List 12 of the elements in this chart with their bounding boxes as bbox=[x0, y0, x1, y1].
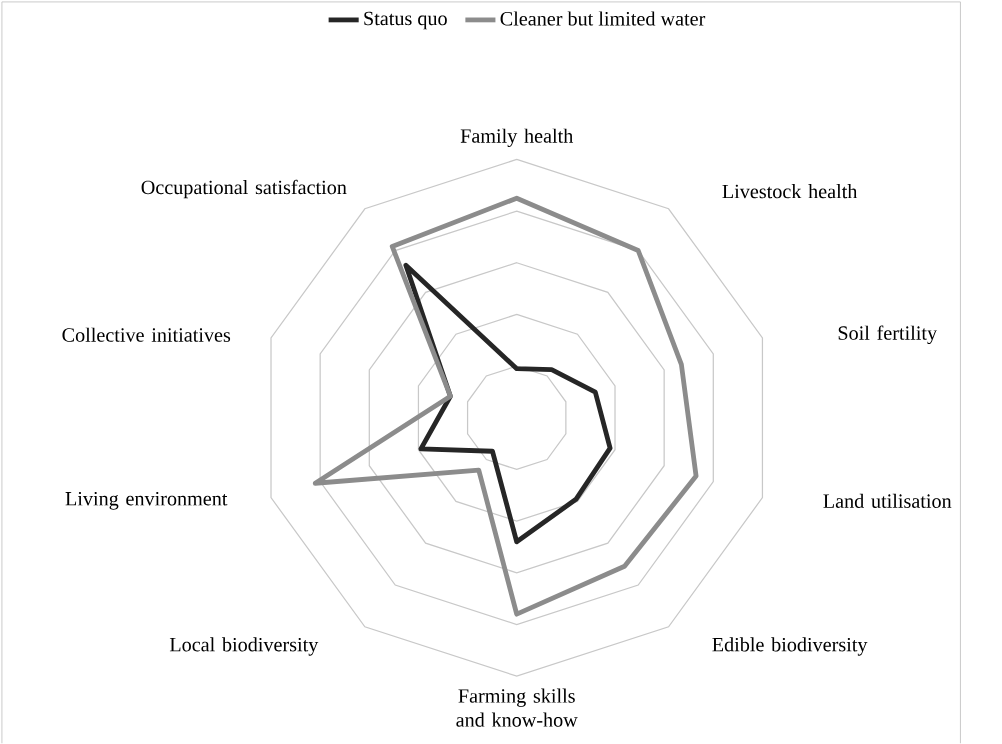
spoke-label: Land utilisation bbox=[823, 493, 952, 508]
spoke-label: Local biodiversity bbox=[169, 637, 319, 656]
spoke-label: Livestock health bbox=[722, 184, 858, 199]
spoke-label: Soil fertility bbox=[838, 325, 938, 345]
spoke-label: Edible biodiversity bbox=[712, 637, 868, 656]
spoke-label: Living environment bbox=[65, 492, 228, 510]
spoke-label: Farming skills and know-how bbox=[456, 688, 578, 727]
legend-label: Cleaner but limited water bbox=[500, 11, 706, 26]
spoke-label: Collective initiatives bbox=[62, 327, 231, 342]
spoke-label: Occupational satisfaction bbox=[141, 179, 347, 199]
legend-label: Status quo bbox=[364, 11, 447, 30]
spoke-label: Family health bbox=[460, 128, 574, 148]
